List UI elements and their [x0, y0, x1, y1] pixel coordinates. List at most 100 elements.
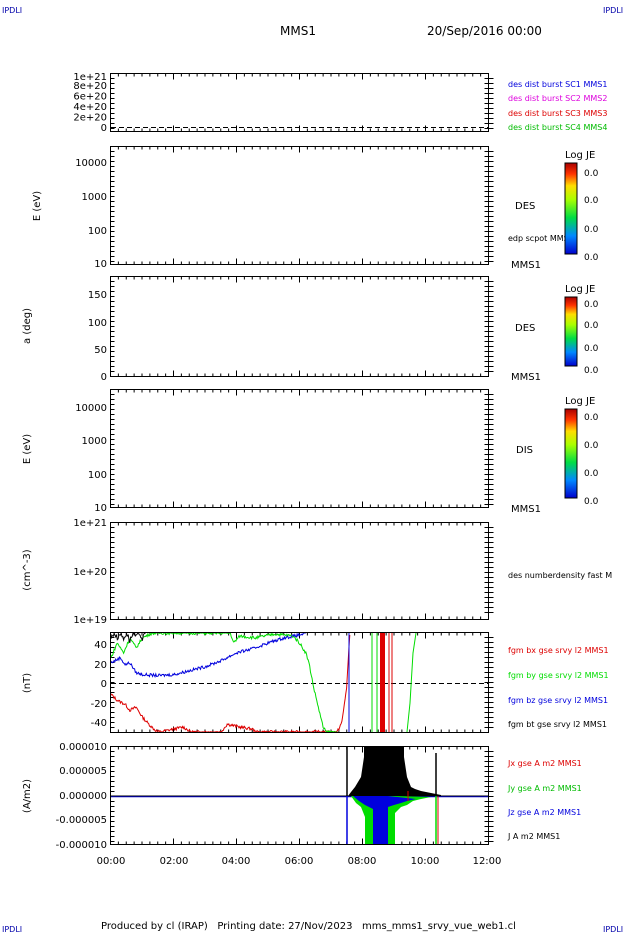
- minor-ticks: [110, 73, 494, 845]
- x-tick-label: 12:00: [473, 856, 502, 867]
- footer-text: Produced by cl (IRAP) Printing date: 27/…: [101, 921, 516, 932]
- y-tick-label: 150: [88, 290, 107, 301]
- colorbar-tick: 0.0: [584, 366, 599, 376]
- y-tick-label: 1000: [82, 192, 107, 203]
- fgm-bx-trace: [111, 634, 351, 732]
- y-axis-label: (nT): [22, 673, 33, 693]
- current-burst: [346, 747, 441, 844]
- y-tick-label: -0.000010: [56, 840, 107, 851]
- x-tick-labels: 00:00 02:00 04:00 06:00 08:00 10:00 12:0…: [97, 856, 502, 867]
- j-burst-edge: [348, 757, 441, 796]
- y-tick-labels: 10 100 1000 10000: [75, 158, 107, 270]
- panel-des-dist-frame: [110, 73, 489, 132]
- y-axis-label: E (eV): [32, 191, 43, 221]
- y-tick-label: 0: [101, 679, 107, 690]
- x-tick-label: 04:00: [222, 856, 251, 867]
- y-tick-label: -0.000005: [56, 815, 107, 826]
- y-tick-label: 1e+21: [73, 518, 107, 529]
- scpot-label: edp scpot MMS1: [508, 234, 574, 243]
- colorbar-title: Log JE: [565, 284, 595, 295]
- corner-label-bottom-left: IPDLI: [2, 925, 22, 934]
- y-tick-label: 0: [101, 372, 107, 383]
- corner-label-bottom-right: IPDLI: [603, 925, 623, 934]
- colorbar-tick: 0.0: [584, 321, 599, 331]
- fgm-bz-trace: [111, 633, 306, 678]
- y-tick-label: 0: [101, 123, 107, 134]
- legend-entry: fgm by gse srvy l2 MMS1: [508, 671, 609, 680]
- panel-density-frame: [110, 522, 489, 620]
- colorbar-tick: 0.0: [584, 225, 599, 235]
- bx-burst: [380, 633, 385, 732]
- x-tick-label: 00:00: [97, 856, 126, 867]
- colorbar-ticks: 0.0 0.0 0.0 0.0: [584, 300, 599, 376]
- y-tick-label: 1000: [82, 436, 107, 447]
- legend-entry: des dist burst SC1 MMS1: [508, 80, 607, 89]
- by-rise: [406, 633, 417, 732]
- legend: fgm bx gse srvy l2 MMS1 fgm by gse srvy …: [508, 646, 609, 729]
- colorbar-ticks: 0.0 0.0 0.0 0.0: [584, 169, 599, 263]
- panel-fgm-frame: [110, 632, 489, 733]
- jz-burst: [373, 796, 388, 844]
- y-tick-label: 8e+20: [73, 81, 107, 92]
- y-tick-labels: 10 100 1000 10000: [75, 403, 107, 514]
- spacecraft-label: MMS1: [511, 260, 541, 271]
- y-tick-label: 1e+20: [73, 567, 107, 578]
- colorbar: [564, 296, 578, 367]
- y-axis-label: E (eV): [22, 434, 33, 464]
- legend-entry: des dist burst SC2 MMS2: [508, 94, 607, 103]
- fgm-bt-trace: [111, 633, 146, 643]
- y-tick-label: 1e+19: [73, 615, 107, 626]
- y-tick-label: 100: [88, 470, 107, 481]
- y-tick-label: 0.000005: [59, 766, 107, 777]
- legend-entry: des dist burst SC3 MMS3: [508, 109, 607, 118]
- y-tick-label: -20: [91, 699, 107, 710]
- panel-dis-energy-frame: [110, 389, 489, 508]
- mission-title: MMS1: [280, 24, 316, 38]
- y-tick-label: -40: [91, 718, 107, 729]
- y-tick-label: 100: [88, 318, 107, 329]
- spacecraft-label: MMS1: [511, 372, 541, 383]
- y-tick-label: 100: [88, 226, 107, 237]
- colorbar-tick: 0.0: [584, 469, 599, 479]
- fgm-by-trace: [111, 633, 338, 732]
- y-tick-label: 50: [94, 345, 107, 356]
- y-axis-label: (cm^-3): [22, 549, 33, 590]
- legend-entry: des dist burst SC4 MMS4: [508, 123, 607, 132]
- panel-des-energy: E (eV) 10 100 1000 10000 DES edp scpot M…: [32, 150, 599, 271]
- j-burst: [364, 747, 404, 796]
- y-tick-label: 0.000010: [59, 742, 107, 753]
- y-tick-label: 4e+20: [73, 102, 107, 113]
- species-label: DIS: [516, 445, 533, 456]
- panel-density: (cm^-3) 1e+19 1e+20 1e+21 des numberdens…: [22, 518, 612, 626]
- legend-entry: J A m2 MMS1: [507, 832, 560, 841]
- date-title: 20/Sep/2016 00:00: [427, 24, 542, 38]
- y-tick-label: 20: [94, 660, 107, 671]
- current-plot-area: [111, 747, 488, 844]
- panel-fgm: (nT) -40 -20 0 20 40 fgm bx gse srvy l2 …: [22, 633, 609, 732]
- y-axis-label: a (deg): [22, 308, 33, 344]
- colorbar-tick: 0.0: [584, 196, 599, 206]
- y-tick-labels: 0 50 100 150: [88, 290, 107, 383]
- legend: Jx gse A m2 MMS1 Jy gse A m2 MMS1 Jz gse…: [507, 759, 582, 841]
- fgm-spikes: [348, 633, 417, 732]
- x-tick-label: 06:00: [285, 856, 314, 867]
- legend-entry: des numberdensity fast M: [508, 571, 612, 580]
- y-tick-labels: -0.000010 -0.000005 0.000000 0.000005 0.…: [56, 742, 107, 851]
- legend-entry: Jx gse A m2 MMS1: [507, 759, 582, 768]
- corner-label-top-right: IPDLI: [603, 6, 623, 15]
- legend-entry: Jz gse A m2 MMS1: [507, 808, 581, 817]
- y-axis-label: (A/m2): [22, 779, 33, 813]
- panel-dis-energy: E (eV) 10 100 1000 10000 DIS MMS1 Log JE…: [22, 396, 599, 515]
- x-tick-label: 02:00: [160, 856, 189, 867]
- panel-des-energy-frame: [110, 146, 489, 265]
- panel-des-dist: 0 2e+20 4e+20 6e+20 8e+20 1e+21 des dist…: [73, 72, 607, 134]
- panel-current: (A/m2) -0.000010 -0.000005 0.000000 0.00…: [22, 742, 582, 867]
- fgm-plot-area: [111, 633, 488, 732]
- x-tick-label: 08:00: [348, 856, 377, 867]
- colorbar-tick: 0.0: [584, 300, 599, 310]
- corner-label-top-left: IPDLI: [2, 6, 22, 15]
- species-label: DES: [515, 201, 535, 212]
- colorbar-tick: 0.0: [584, 497, 599, 507]
- y-tick-label: 1e+21: [73, 72, 107, 83]
